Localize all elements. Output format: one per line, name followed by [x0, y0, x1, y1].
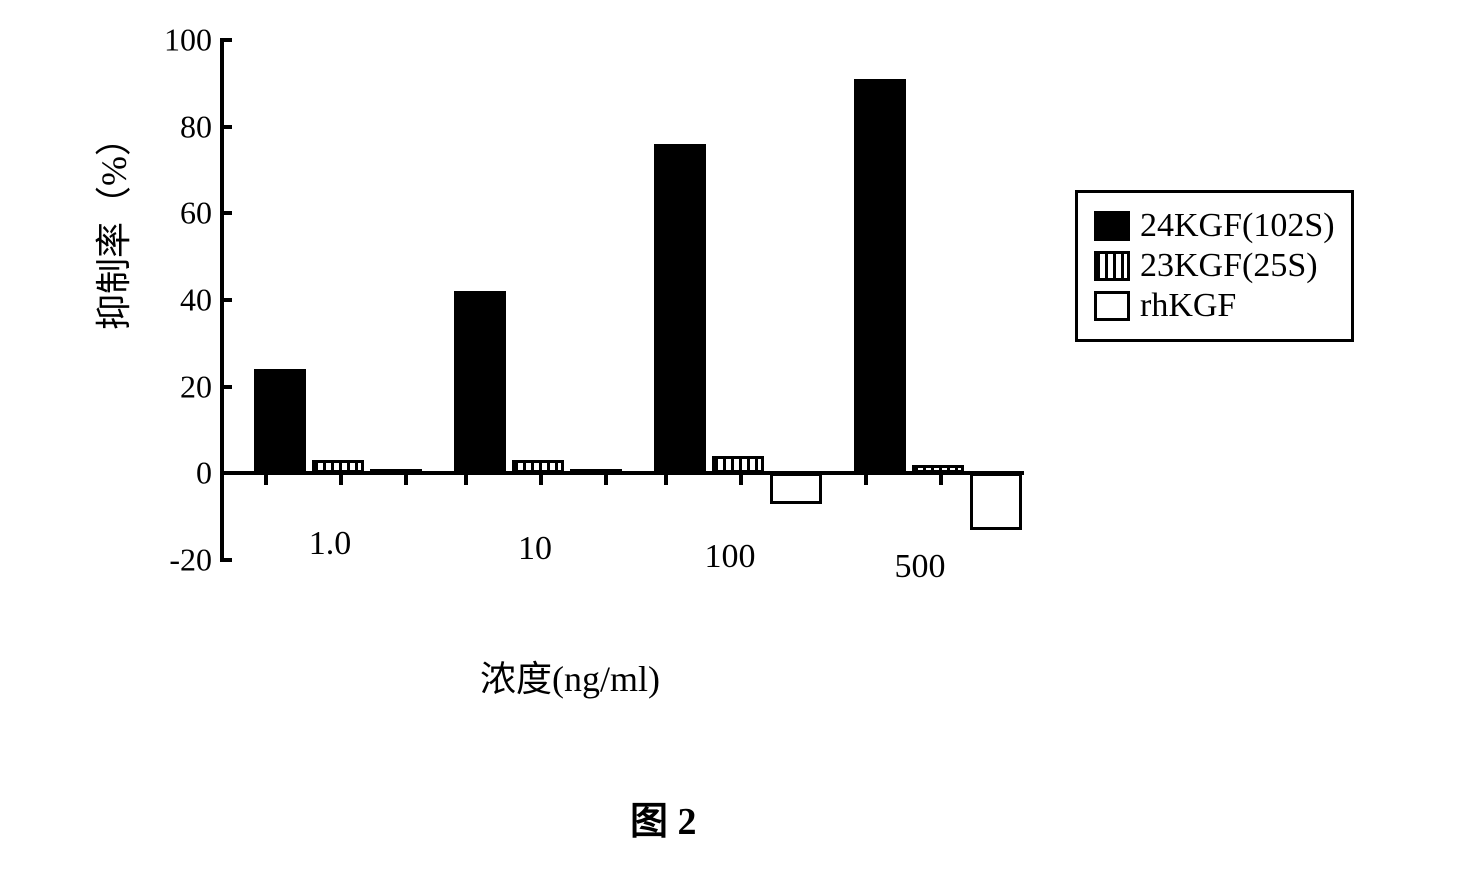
bar-series2 — [512, 460, 564, 473]
xtick-mark — [464, 473, 468, 485]
bar-series1 — [254, 369, 306, 473]
bar-series2 — [912, 465, 964, 474]
legend-item: 23KGF(25S) — [1094, 247, 1335, 285]
x-category-label: 500 — [895, 548, 946, 586]
xtick-mark — [664, 473, 668, 485]
legend-label: 23KGF(25S) — [1140, 247, 1318, 285]
x-category-label: 100 — [705, 538, 756, 576]
bar-series3 — [770, 473, 822, 503]
chart-area: 100 80 60 40 20 0 -20 — [150, 40, 1020, 600]
figure-container: 100 80 60 40 20 0 -20 — [0, 0, 1470, 873]
legend-item: rhKGF — [1094, 287, 1335, 325]
bar-series3 — [970, 473, 1022, 529]
ytick-label: 40 — [150, 282, 220, 319]
ytick-label: 20 — [150, 368, 220, 405]
xtick-mark — [264, 473, 268, 485]
bar-series3 — [570, 469, 622, 475]
ytick-label: 0 — [150, 455, 220, 492]
xtick-mark — [939, 473, 943, 485]
bar-series2 — [312, 460, 364, 473]
legend-label: 24KGF(102S) — [1140, 207, 1335, 245]
xtick-mark — [604, 473, 608, 485]
xtick-mark — [404, 473, 408, 485]
bar-series1 — [854, 79, 906, 473]
legend: 24KGF(102S) 23KGF(25S) rhKGF — [1075, 190, 1354, 342]
xtick-mark — [539, 473, 543, 485]
bar-series1 — [454, 291, 506, 473]
ytick-label: 100 — [150, 22, 220, 59]
figure-caption: 图 2 — [630, 790, 697, 845]
legend-label: rhKGF — [1140, 287, 1236, 325]
legend-swatch-open-icon — [1094, 291, 1130, 321]
x-category-label: 10 — [518, 530, 552, 568]
x-category-label: 1.0 — [309, 525, 352, 563]
bar-series2 — [712, 456, 764, 473]
xtick-mark — [339, 473, 343, 485]
legend-swatch-hatch-icon — [1094, 251, 1130, 281]
ytick-label: 80 — [150, 108, 220, 145]
ytick-label: 60 — [150, 195, 220, 232]
plot-region — [220, 40, 1024, 560]
xtick-mark — [739, 473, 743, 485]
xtick-mark — [864, 473, 868, 485]
bar-series1 — [654, 144, 706, 473]
ytick-label: -20 — [150, 542, 220, 579]
bar-series3 — [370, 469, 422, 475]
y-axis-label: 抑制率（%） — [85, 120, 137, 330]
legend-item: 24KGF(102S) — [1094, 207, 1335, 245]
x-axis-label: 浓度(ng/ml) — [480, 650, 660, 702]
legend-swatch-solid-icon — [1094, 211, 1130, 241]
